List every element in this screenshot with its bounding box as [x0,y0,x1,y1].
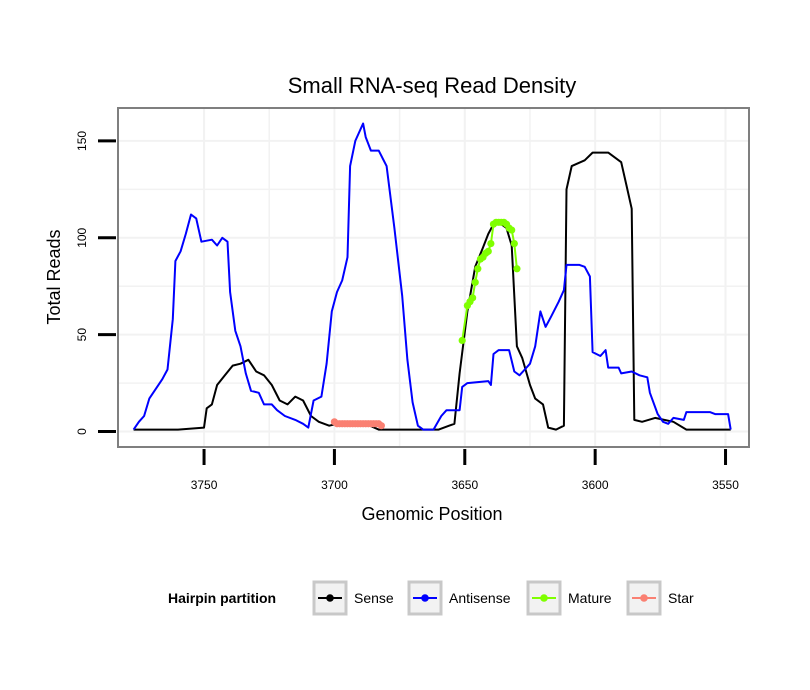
legend-item-star: Star [626,580,694,616]
series-layer [132,122,732,431]
mature-point [487,240,495,248]
sense-series [133,151,731,431]
legend-key-point [326,594,334,602]
plot-panel-border [117,107,750,448]
star-series [330,418,385,430]
mature-point [458,336,466,345]
y-tick-label: 50 [75,328,89,342]
x-tick-label: 3750 [191,478,218,492]
legend-label: Antisense [449,590,511,606]
legend-label: Mature [568,590,612,606]
mature-point [484,247,492,255]
x-tick-label: 3650 [451,478,478,492]
antisense-line [132,122,732,431]
mature-point [471,278,479,286]
y-tick-label: 100 [75,227,89,247]
y-tick-label: 0 [75,428,89,435]
antisense-series [132,122,732,431]
legend-key-point [640,594,648,602]
mature-point [469,294,477,302]
mature-line [461,221,518,341]
mature-point [513,265,521,273]
chart-title: Small RNA-seq Read Density [288,73,577,98]
legend-title: Hairpin partition [168,590,276,606]
y-axis-title: Total Reads [44,229,64,324]
mature-point [510,240,518,248]
x-tick-label: 3700 [321,478,348,492]
legend-item-mature: Mature [526,580,612,616]
mature-point [474,265,482,273]
legend-item-antisense: Antisense [407,580,511,616]
axes: 3750 3700 3650 3600 3550 0 50 100 150 [75,131,739,492]
legend-label: Star [668,590,694,606]
star-point [377,422,385,430]
legend-item-sense: Sense [312,580,394,616]
legend-label: Sense [354,590,394,606]
legend-key-point [421,594,429,602]
y-tick-label: 150 [75,131,89,151]
x-tick-label: 3600 [582,478,609,492]
mature-point [508,226,516,234]
mature-series [458,218,521,345]
legend-key-point [540,594,548,602]
x-axis-title: Genomic Position [361,504,502,524]
x-tick-label: 3550 [712,478,739,492]
legend: Hairpin partition Sense Antisense Mature Sta… [168,580,694,616]
grid [118,108,749,447]
sense-line [133,151,731,431]
